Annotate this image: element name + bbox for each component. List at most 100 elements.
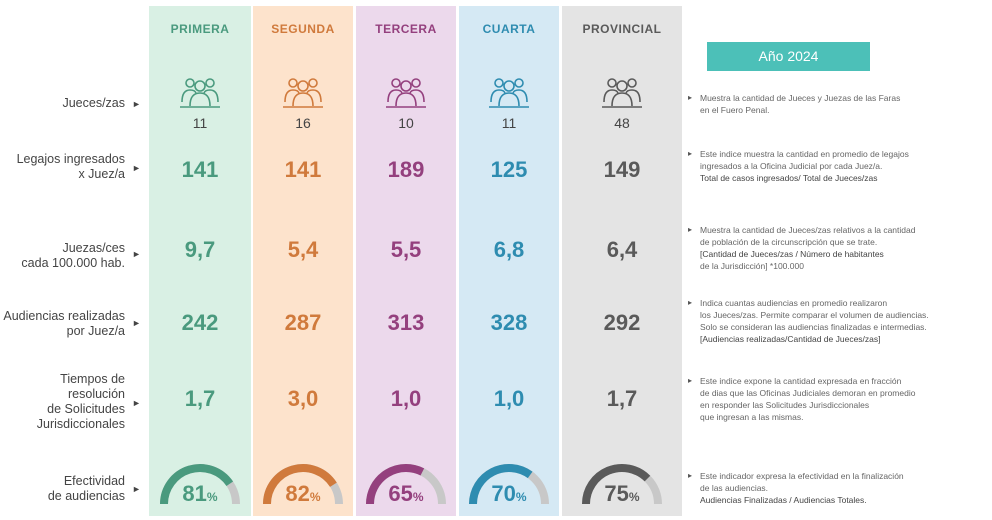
value-cell: 328 bbox=[490, 310, 528, 335]
description-line: Solo se consideran las audiencias finali… bbox=[700, 322, 927, 332]
row-label-line: cada 100.000 hab. bbox=[21, 256, 125, 270]
row-label-line: Efectividad bbox=[63, 474, 125, 488]
row-label-line: Audiencias realizadas bbox=[3, 309, 125, 323]
column-header: PRIMERA bbox=[170, 22, 230, 36]
description-arrow-icon: ▸ bbox=[688, 93, 693, 102]
value-cell: 149 bbox=[603, 157, 641, 182]
description-arrow-icon: ▸ bbox=[688, 149, 693, 158]
description-line: los Jueces/zas. Permite comparar el volu… bbox=[700, 310, 929, 320]
row-description: Muestra la cantidad de Jueces/zas relati… bbox=[700, 224, 985, 272]
row-arrow-icon: ► bbox=[132, 398, 141, 408]
description-line: de población de la circunscripción que s… bbox=[700, 237, 878, 247]
description-line: ingresados a la Oficina Judicial por cad… bbox=[700, 161, 883, 171]
efectividad-gauge bbox=[366, 464, 446, 505]
jueces-count: 10 bbox=[398, 115, 414, 131]
efectividad-value: 81% bbox=[182, 481, 218, 506]
description-line: de la Jurisdicción] *100.000 bbox=[700, 261, 804, 271]
column-tercera: TERCERA bbox=[356, 6, 456, 516]
column-header: PROVINCIAL bbox=[582, 22, 662, 36]
row-label-line: x Juez/a bbox=[78, 167, 125, 181]
value-cell: 141 bbox=[181, 157, 219, 182]
value-cell: 292 bbox=[603, 310, 641, 335]
value-cell: 189 bbox=[387, 157, 425, 182]
row-arrow-icon: ► bbox=[132, 249, 141, 259]
row-label-jueces: Jueces/zas bbox=[62, 96, 125, 110]
row-label-line: resolución bbox=[68, 387, 125, 401]
row-label-line: Legajos ingresados bbox=[16, 152, 125, 166]
jueces-count: 11 bbox=[501, 115, 517, 131]
description-line: de dias que las Oficinas Judiciales demo… bbox=[700, 388, 916, 398]
description-line: Muestra la cantidad de Jueces y Juezas d… bbox=[700, 93, 901, 103]
value-cell: 125 bbox=[490, 157, 528, 182]
people-group-icon bbox=[602, 78, 642, 108]
description-arrow-icon: ▸ bbox=[688, 376, 693, 385]
value-cell: 1,0 bbox=[390, 386, 422, 411]
column-header: SEGUNDA bbox=[271, 22, 335, 36]
value-cell: 5,4 bbox=[287, 237, 319, 262]
people-group-icon bbox=[180, 78, 220, 108]
row-arrow-icon: ► bbox=[132, 163, 141, 173]
value-cell: 3,0 bbox=[287, 386, 319, 411]
description-line: en responder las Solicitudes Jurisdiccio… bbox=[700, 400, 870, 410]
description-line: Este indice muestra la cantidad en prome… bbox=[700, 149, 909, 159]
description-arrow-icon: ▸ bbox=[688, 298, 693, 307]
row-label-legajos: Legajos ingresados x Juez/a bbox=[0, 152, 125, 182]
jueces-count: 48 bbox=[614, 115, 630, 131]
value-cell: 1,7 bbox=[606, 386, 638, 411]
efectividad-value: 70% bbox=[491, 481, 527, 506]
value-cell: 6,8 bbox=[493, 237, 525, 262]
column-header: TERCERA bbox=[375, 22, 437, 36]
row-label-line: Juezas/ces bbox=[62, 241, 125, 255]
efectividad-value: 65% bbox=[388, 481, 424, 506]
description-line: [Cantidad de Jueces/zas / Número de habi… bbox=[700, 249, 884, 259]
jueces-count: 11 bbox=[192, 115, 208, 131]
description-arrow-icon: ▸ bbox=[688, 225, 693, 234]
description-line: Este indicador expresa la efectividad en… bbox=[700, 471, 904, 481]
row-arrow-icon: ► bbox=[132, 318, 141, 328]
people-group-icon bbox=[489, 78, 529, 108]
description-line: en el Fuero Penal. bbox=[700, 105, 770, 115]
row-label-tiempos: Tiempos de resolución de Solicitudes Jurisd… bbox=[0, 372, 125, 432]
row-description: Este indice expone la cantidad expresada… bbox=[700, 375, 985, 423]
gauge-fill bbox=[469, 464, 533, 505]
row-label-line: de Solicitudes bbox=[47, 402, 125, 416]
row-description: Indica cuantas audiencias en promedio re… bbox=[700, 297, 985, 345]
row-arrow-icon: ► bbox=[132, 484, 141, 494]
jueces-count: 16 bbox=[295, 115, 311, 131]
value-cell: 242 bbox=[181, 310, 219, 335]
row-label-audiencias: Audiencias realizadas por Juez/a bbox=[0, 309, 125, 339]
efectividad-gauge bbox=[263, 464, 343, 505]
description-arrow-icon: ▸ bbox=[688, 471, 693, 480]
value-cell: 313 bbox=[387, 310, 425, 335]
description-line: Total de casos ingresados/ Total de Juec… bbox=[700, 173, 878, 183]
gauge-fill bbox=[263, 464, 337, 505]
value-cell: 6,4 bbox=[606, 237, 638, 262]
description-line: Muestra la cantidad de Jueces/zas relati… bbox=[700, 225, 916, 235]
description-line: que ingresan a las mismas. bbox=[700, 412, 804, 422]
description-line: [Audiencias realizadas/Cantidad de Juece… bbox=[700, 334, 881, 344]
row-label-line: Jurisdiccionales bbox=[36, 417, 125, 431]
gauge-fill bbox=[366, 464, 425, 505]
row-description: Muestra la cantidad de Jueces y Juezas d… bbox=[700, 92, 985, 116]
row-label-juezas-100k: Juezas/ces cada 100.000 hab. bbox=[0, 241, 125, 271]
efectividad-gauge bbox=[582, 464, 662, 505]
description-line: Audiencias Finalizadas / Audiencias Tota… bbox=[700, 495, 867, 505]
value-cell: 141 bbox=[284, 157, 322, 182]
row-label-line: por Juez/a bbox=[66, 324, 125, 338]
value-cell: 287 bbox=[284, 310, 322, 335]
gauge-fill bbox=[582, 464, 651, 505]
description-line: de las audiencias. bbox=[700, 483, 769, 493]
value-cell: 1,7 bbox=[184, 386, 216, 411]
column-header: CUARTA bbox=[482, 22, 536, 36]
row-arrow-icon: ► bbox=[132, 99, 141, 109]
row-label-line: Tiempos de bbox=[60, 372, 125, 386]
efectividad-value: 75% bbox=[604, 481, 640, 506]
row-description: Este indice muestra la cantidad en prome… bbox=[700, 148, 985, 184]
value-cell: 5,5 bbox=[390, 237, 422, 262]
row-label-efectividad: Efectividad de audiencias bbox=[0, 474, 125, 504]
row-description: Este indicador expresa la efectividad en… bbox=[700, 470, 985, 506]
value-cell: 9,7 bbox=[184, 237, 216, 262]
row-label-line: de audiencias bbox=[47, 489, 125, 503]
description-line: Este indice expone la cantidad expresada… bbox=[700, 376, 902, 386]
year-badge: Año 2024 bbox=[707, 42, 870, 71]
